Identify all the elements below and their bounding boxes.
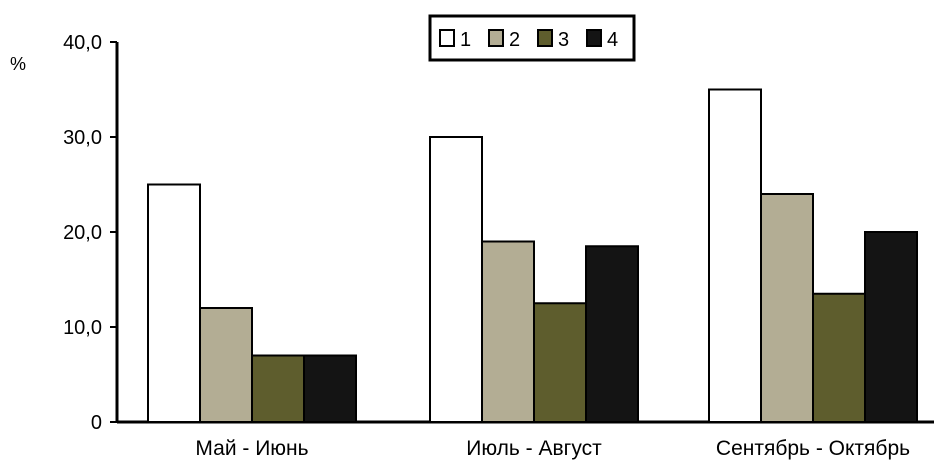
bar — [812, 292, 866, 423]
y-axis-unit-label: % — [10, 54, 26, 74]
bar-group — [429, 136, 639, 423]
bar — [147, 183, 201, 423]
bar — [585, 245, 639, 423]
bar — [760, 193, 814, 423]
legend-label: 2 — [509, 29, 520, 51]
bar — [303, 354, 357, 423]
legend-label: 3 — [558, 29, 569, 51]
legend: 1 2 3 4 — [428, 14, 636, 62]
legend-label: 1 — [460, 29, 471, 51]
bar-group — [708, 88, 918, 423]
x-category-label: Май - Июнь — [195, 437, 308, 460]
y-tick-label: 10,0 — [63, 317, 102, 339]
bar — [533, 302, 587, 423]
bar — [481, 240, 535, 423]
y-tick-label: 0 — [91, 412, 102, 434]
legend-swatch — [488, 29, 504, 47]
y-axis: 0 10,0 20,0 30,0 40,0 — [63, 32, 119, 434]
y-tick-label: 20,0 — [63, 222, 102, 244]
x-category-label: Сентябрь - Октябрь — [716, 437, 910, 460]
bar — [199, 307, 253, 423]
y-tick-label: 30,0 — [63, 127, 102, 149]
bar — [864, 231, 918, 423]
legend-label: 4 — [607, 29, 618, 51]
legend-swatch — [439, 29, 455, 47]
legend-swatch — [537, 29, 553, 47]
bar-group — [147, 183, 357, 423]
bar — [429, 136, 483, 423]
bar — [708, 88, 762, 423]
x-axis: Май - Июнь Июль - Август Сентябрь - Октябр… — [117, 420, 934, 460]
legend-swatch — [586, 29, 602, 47]
bar — [251, 354, 305, 423]
y-tick-label: 40,0 — [63, 32, 102, 54]
bars-group — [147, 88, 918, 423]
x-category-label: Июль - Август — [466, 437, 602, 460]
